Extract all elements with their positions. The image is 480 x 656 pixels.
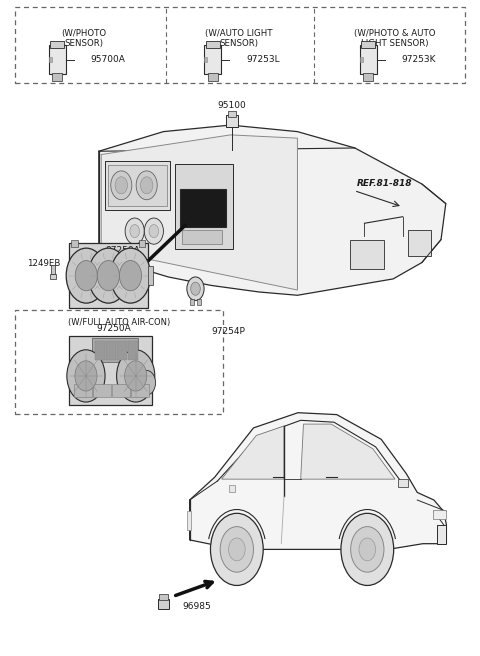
Circle shape	[220, 527, 253, 572]
Circle shape	[187, 277, 204, 300]
Bar	[132, 384, 149, 396]
Bar	[197, 298, 201, 305]
Bar	[15, 310, 223, 415]
Polygon shape	[222, 426, 284, 479]
Circle shape	[359, 538, 376, 561]
Circle shape	[341, 514, 394, 585]
Circle shape	[149, 224, 158, 237]
Bar	[360, 57, 363, 62]
Bar	[95, 340, 105, 359]
Bar	[50, 274, 56, 279]
Circle shape	[125, 361, 147, 391]
Text: 1249EB: 1249EB	[27, 259, 60, 268]
Circle shape	[228, 538, 245, 561]
Bar	[139, 240, 145, 247]
Bar	[48, 45, 66, 74]
Bar	[437, 525, 446, 544]
Bar	[158, 594, 168, 600]
Circle shape	[137, 371, 156, 395]
Bar	[70, 336, 152, 405]
Text: 95700A: 95700A	[91, 55, 126, 64]
Bar	[180, 188, 226, 226]
Bar	[117, 340, 127, 359]
Text: REF.81-818: REF.81-818	[357, 180, 413, 188]
Polygon shape	[99, 125, 446, 295]
Bar	[148, 266, 153, 285]
Bar	[204, 57, 207, 62]
Bar	[205, 41, 220, 48]
Circle shape	[117, 350, 155, 402]
Circle shape	[88, 248, 129, 303]
Bar	[175, 165, 233, 249]
Bar	[52, 73, 62, 81]
Bar	[92, 338, 138, 362]
Bar	[157, 599, 169, 609]
Bar	[69, 243, 148, 308]
Bar	[432, 510, 446, 519]
Circle shape	[110, 248, 151, 303]
Text: (W/PHOTO
SENSOR): (W/PHOTO SENSOR)	[61, 29, 106, 49]
Bar	[106, 340, 116, 359]
Polygon shape	[300, 424, 395, 479]
Circle shape	[67, 350, 105, 402]
Circle shape	[210, 514, 263, 585]
Bar	[398, 479, 408, 487]
Bar	[361, 41, 375, 48]
Text: 95100: 95100	[217, 101, 246, 110]
Bar	[72, 240, 77, 247]
Circle shape	[141, 176, 153, 194]
Text: (W/PHOTO & AUTO
LIGHT SENSOR): (W/PHOTO & AUTO LIGHT SENSOR)	[354, 29, 435, 49]
Bar	[128, 340, 138, 359]
Bar	[190, 298, 193, 305]
Bar	[226, 115, 238, 127]
Circle shape	[125, 218, 144, 244]
Text: 97253K: 97253K	[402, 55, 436, 64]
Bar	[360, 45, 377, 74]
Circle shape	[111, 171, 132, 199]
Circle shape	[144, 218, 163, 244]
Text: (W/FULL AUTO AIR-CON): (W/FULL AUTO AIR-CON)	[68, 318, 170, 327]
Circle shape	[130, 224, 140, 237]
Bar	[50, 41, 64, 48]
Bar	[74, 384, 92, 396]
Bar	[208, 73, 217, 81]
Bar	[187, 512, 191, 531]
Polygon shape	[101, 135, 298, 290]
Bar	[204, 45, 221, 74]
Bar	[112, 384, 130, 396]
Circle shape	[191, 282, 200, 295]
Polygon shape	[190, 413, 446, 549]
Circle shape	[66, 248, 107, 303]
Text: 96985: 96985	[182, 602, 211, 611]
Bar	[93, 384, 111, 396]
Text: (W/AUTO LIGHT
SENSOR): (W/AUTO LIGHT SENSOR)	[205, 29, 273, 49]
Bar	[228, 485, 236, 493]
Bar	[15, 7, 465, 83]
Bar	[181, 230, 222, 244]
Text: 97250A: 97250A	[106, 246, 140, 255]
Bar	[108, 165, 167, 206]
Bar	[228, 112, 236, 117]
Bar	[363, 73, 373, 81]
Circle shape	[75, 361, 97, 391]
Bar	[408, 230, 432, 256]
Circle shape	[351, 527, 384, 572]
Circle shape	[120, 260, 142, 291]
Circle shape	[75, 260, 97, 291]
Text: 97250A: 97250A	[97, 323, 132, 333]
Bar	[48, 57, 52, 62]
Text: 97254P: 97254P	[211, 327, 245, 336]
Circle shape	[97, 260, 120, 291]
Bar	[51, 264, 55, 274]
Circle shape	[115, 176, 128, 194]
Circle shape	[136, 171, 157, 199]
Bar	[105, 161, 169, 210]
Bar	[350, 239, 384, 269]
Text: 97253L: 97253L	[246, 55, 280, 64]
